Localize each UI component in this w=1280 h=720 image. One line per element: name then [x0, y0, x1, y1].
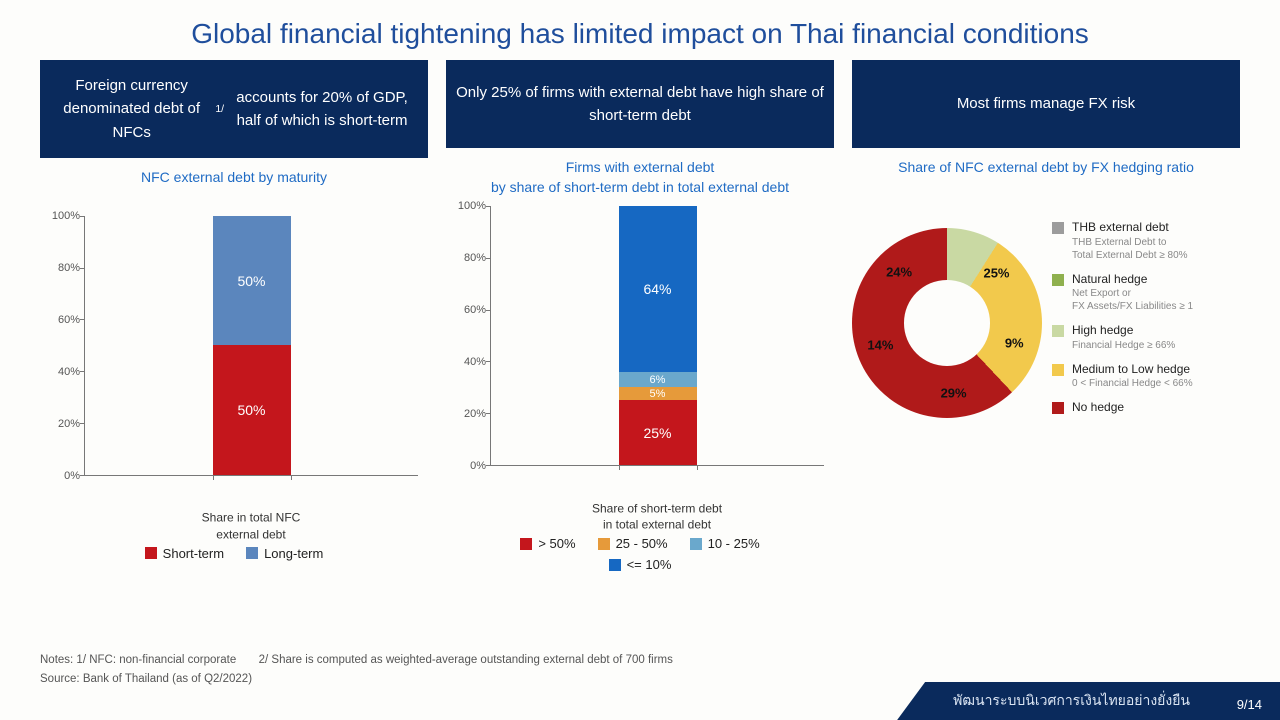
- legend-item: Natural hedgeNet Export orFX Assets/FX L…: [1052, 272, 1193, 314]
- donut-slice-label: 14%: [867, 337, 893, 352]
- legend-swatch: [1052, 274, 1064, 286]
- panel-2-chart: 0%20%40%60%80%100% 25%5%6%64% Share of s…: [446, 206, 834, 496]
- legend-label: Long-term: [264, 546, 323, 561]
- page-number: 9/14: [1237, 697, 1262, 712]
- y-axis: 0%20%40%60%80%100%: [40, 216, 84, 476]
- stacked-bar: 50%50%: [213, 216, 291, 475]
- donut-slice-label: 9%: [1005, 335, 1024, 350]
- footnotes: Notes: 1/ NFC: non-financial corporate 2…: [40, 651, 673, 690]
- legend-swatch: [690, 538, 702, 550]
- bar-segment: 50%: [213, 216, 291, 346]
- legend-label: Short-term: [163, 546, 224, 561]
- donut-slice-label: 25%: [983, 266, 1009, 281]
- legend-sublabel: THB External Debt toTotal External Debt …: [1072, 236, 1188, 262]
- donut-slice-label: 29%: [941, 385, 967, 400]
- legend-swatch: [609, 559, 621, 571]
- legend-sublabel: 0 < Financial Hedge < 66%: [1072, 377, 1193, 390]
- panels-row: Foreign currency denominated debt of NFC…: [0, 60, 1280, 572]
- panel-1-header: Foreign currency denominated debt of NFC…: [40, 60, 428, 158]
- plot-area: 50%50%: [84, 216, 418, 476]
- panel-2: Only 25% of firms with external debt hav…: [446, 60, 834, 572]
- panel-2-chart-title: Firms with external debtby share of shor…: [446, 158, 834, 200]
- panel-2-header: Only 25% of firms with external debt hav…: [446, 60, 834, 148]
- bar-segment: 6%: [619, 372, 697, 388]
- panel-3-header: Most firms manage FX risk: [852, 60, 1240, 148]
- legend-swatch: [246, 547, 258, 559]
- donut-hole: [904, 280, 990, 366]
- bar-segment: 5%: [619, 387, 697, 400]
- legend-sublabel: Net Export orFX Assets/FX Liabilities ≥ …: [1072, 287, 1193, 313]
- x-axis-label: Share in total NFCexternal debt: [84, 510, 418, 542]
- legend-swatch: [145, 547, 157, 559]
- legend-item: <= 10%: [609, 557, 672, 572]
- source: Source: Bank of Thailand (as of Q2/2022): [40, 673, 252, 685]
- legend-swatch: [1052, 364, 1064, 376]
- bar-segment: 64%: [619, 206, 697, 372]
- panel-1: Foreign currency denominated debt of NFC…: [40, 60, 428, 572]
- note-2: 2/ Share is computed as weighted-average…: [259, 654, 673, 666]
- panel-1-legend: Short-term Long-term: [40, 546, 428, 561]
- legend-item: 10 - 25%: [690, 536, 760, 551]
- panel-1-chart: 0%20%40%60%80%100% 50%50% Share in total…: [40, 216, 428, 506]
- legend-item: THB external debtTHB External Debt toTot…: [1052, 220, 1193, 262]
- legend-label: No hedge: [1072, 400, 1124, 416]
- panel-3-chart: 24% 25% 9% 29% 14% THB external debtTHB Exte…: [852, 220, 1240, 426]
- legend-item: Short-term: [145, 546, 224, 561]
- legend-item: 25 - 50%: [598, 536, 668, 551]
- legend-swatch: [1052, 325, 1064, 337]
- stacked-bar: 25%5%6%64%: [619, 206, 697, 465]
- footer-ribbon: พัฒนาระบบนิเวศการเงินไทยอย่างยั่งยืน: [897, 682, 1280, 720]
- note-1: Notes: 1/ NFC: non-financial corporate: [40, 654, 236, 666]
- legend-label: High hedge: [1072, 323, 1175, 339]
- legend-item: Long-term: [246, 546, 323, 561]
- slide-title: Global financial tightening has limited …: [0, 0, 1280, 60]
- legend-label: 10 - 25%: [708, 536, 760, 551]
- legend-label: > 50%: [538, 536, 575, 551]
- legend-swatch: [1052, 222, 1064, 234]
- legend-label: Natural hedge: [1072, 272, 1193, 288]
- legend-swatch: [598, 538, 610, 550]
- bar-segment: 25%: [619, 400, 697, 465]
- panel-2-legend: > 50% 25 - 50% 10 - 25% <= 10%: [495, 536, 785, 572]
- donut-chart: 24% 25% 9% 29% 14%: [852, 228, 1042, 418]
- legend-sublabel: Financial Hedge ≥ 66%: [1072, 339, 1175, 352]
- bar-segment: 50%: [213, 345, 291, 475]
- donut-legend: THB external debtTHB External Debt toTot…: [1052, 220, 1193, 426]
- y-axis: 0%20%40%60%80%100%: [446, 206, 490, 466]
- legend-swatch: [1052, 402, 1064, 414]
- legend-item: Medium to Low hedge0 < Financial Hedge <…: [1052, 362, 1193, 391]
- legend-label: Medium to Low hedge: [1072, 362, 1193, 378]
- legend-item: High hedgeFinancial Hedge ≥ 66%: [1052, 323, 1193, 352]
- legend-swatch: [520, 538, 532, 550]
- panel-3-chart-title: Share of NFC external debt by FX hedging…: [852, 158, 1240, 200]
- plot-area: 25%5%6%64%: [490, 206, 824, 466]
- legend-label: <= 10%: [627, 557, 672, 572]
- x-axis-label: Share of short-term debtin total externa…: [490, 500, 824, 532]
- panel-1-chart-title: NFC external debt by maturity: [40, 168, 428, 210]
- donut-slice-label: 24%: [886, 264, 912, 279]
- legend-item: No hedge: [1052, 400, 1193, 416]
- legend-item: > 50%: [520, 536, 575, 551]
- panel-3: Most firms manage FX risk Share of NFC e…: [852, 60, 1240, 572]
- legend-label: 25 - 50%: [616, 536, 668, 551]
- legend-label: THB external debt: [1072, 220, 1188, 236]
